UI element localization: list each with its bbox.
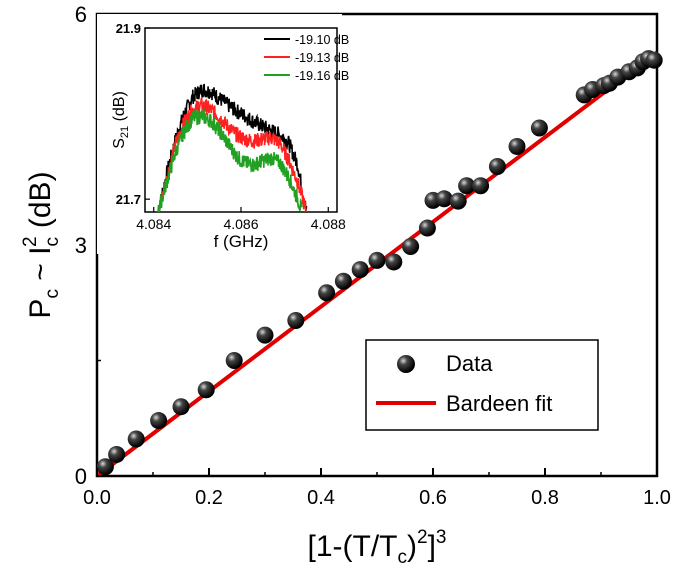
inset-y-tick-label: 21.7 xyxy=(116,192,141,207)
data-point xyxy=(385,253,403,271)
data-point xyxy=(287,311,305,329)
data-point xyxy=(334,272,352,290)
x-tick-label: 1.0 xyxy=(643,487,671,509)
legend-label-fit: Bardeen fit xyxy=(446,391,552,416)
inset-legend-label: -19.16 dB xyxy=(295,69,349,83)
inset-y-axis-label: S21 (dB) xyxy=(111,91,131,149)
data-point xyxy=(96,458,114,476)
y-tick-label: 3 xyxy=(75,233,87,258)
main-x-axis-label: [1-(T/Tc)2]3 xyxy=(308,527,447,568)
legend-box xyxy=(365,339,599,431)
data-point xyxy=(645,51,663,69)
data-point xyxy=(402,238,420,256)
x-tick-label: 0.0 xyxy=(83,487,111,509)
data-point xyxy=(197,381,215,399)
data-point xyxy=(449,192,467,210)
inset-x-tick-label: 4.084 xyxy=(136,216,171,232)
inset-legend-label: -19.10 dB xyxy=(295,33,349,47)
inset-x-tick-label: 4.086 xyxy=(223,216,258,232)
legend-marker-data xyxy=(397,355,415,373)
legend-label-data: Data xyxy=(446,351,493,376)
data-point xyxy=(150,412,168,430)
main-legend: Data Bardeen fit xyxy=(365,339,599,431)
inset-x-axis-label: f (GHz) xyxy=(214,232,269,251)
data-point xyxy=(368,251,386,269)
data-point xyxy=(508,137,526,155)
data-point xyxy=(472,177,490,195)
inset-legend: -19.10 dB -19.13 dB -19.16 dB xyxy=(264,33,349,83)
data-point xyxy=(225,352,243,369)
data-point xyxy=(458,177,476,195)
data-point xyxy=(530,119,548,137)
data-point xyxy=(127,430,145,448)
data-point xyxy=(488,157,506,175)
data-point xyxy=(108,445,126,463)
inset-x-tick-label: 4.088 xyxy=(311,216,346,232)
data-point xyxy=(172,398,190,416)
y-tick-label: 0 xyxy=(75,464,87,489)
y-tick-label: 6 xyxy=(75,2,87,27)
inset-trace xyxy=(157,107,303,213)
x-tick-label: 0.4 xyxy=(307,487,335,509)
data-point xyxy=(318,284,336,302)
data-point xyxy=(418,219,436,237)
data-point xyxy=(256,326,274,344)
data-point xyxy=(435,190,453,208)
x-tick-label: 0.6 xyxy=(419,487,447,509)
x-tick-label: 0.8 xyxy=(531,487,559,509)
x-tick-label: 0.2 xyxy=(195,487,223,509)
data-point xyxy=(351,261,369,279)
main-y-axis-label: Pc ~ Ic2 (dB) xyxy=(20,171,63,318)
inset-legend-label: -19.13 dB xyxy=(295,51,349,65)
inset-chart: 4.084 4.086 4.088 21.7 21.9 f (GHz) S21 (dB… xyxy=(97,14,349,254)
inset-y-tick-label: 21.9 xyxy=(116,21,141,36)
